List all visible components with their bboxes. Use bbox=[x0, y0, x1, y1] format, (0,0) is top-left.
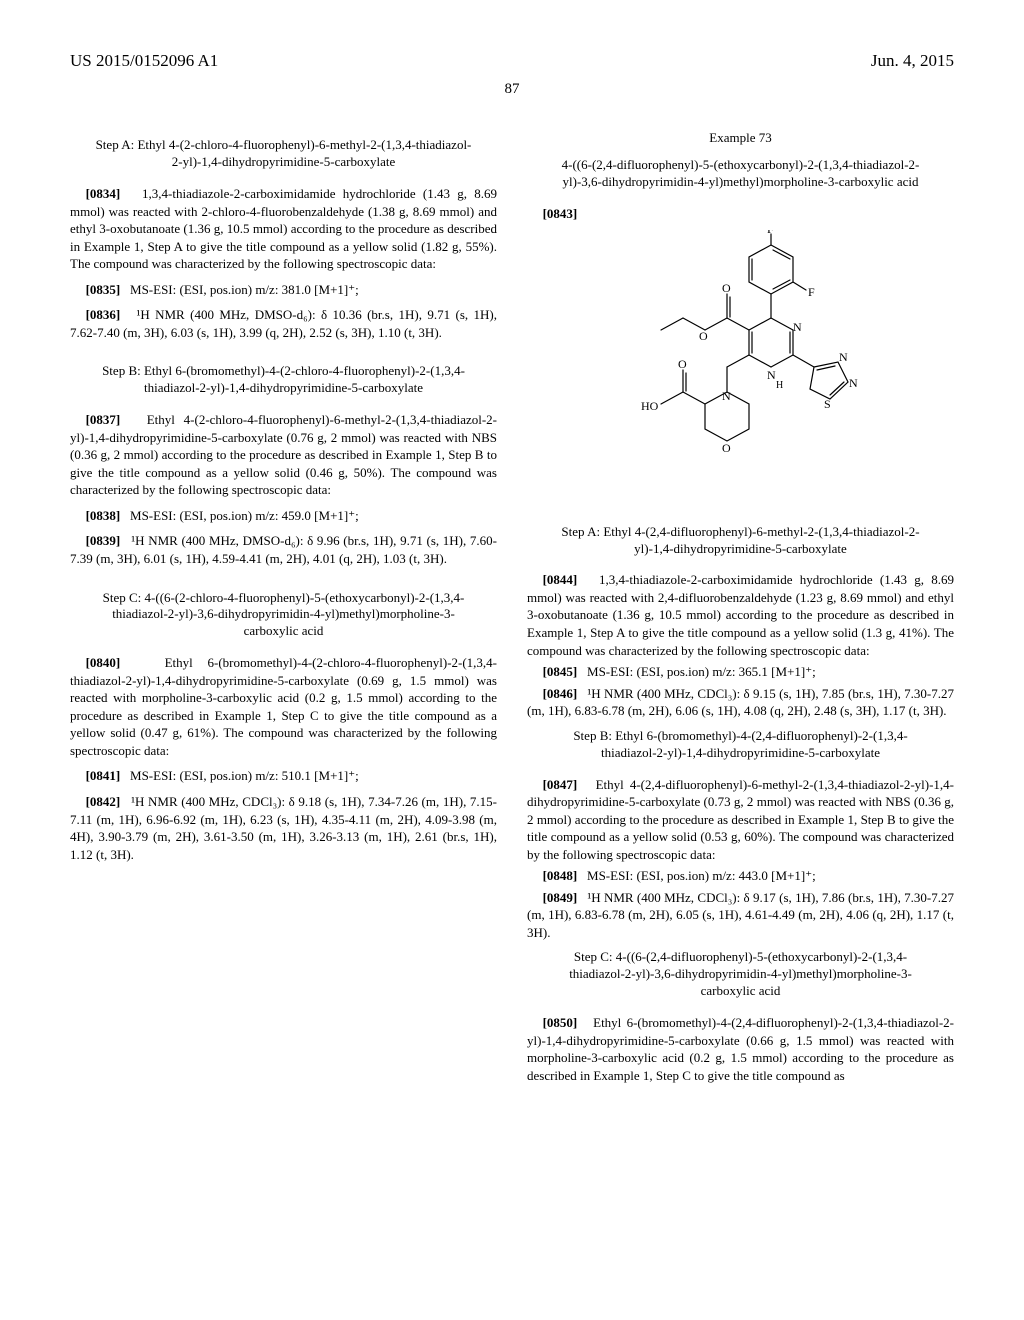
columns: Step A: Ethyl 4-(2-chloro-4-fluorophenyl… bbox=[70, 123, 954, 1092]
page-number: 87 bbox=[70, 79, 954, 99]
page: US 2015/0152096 A1 Jun. 4, 2015 87 Step … bbox=[0, 0, 1024, 1320]
text-0842: ¹H NMR (400 MHz, CDCl₃): δ 9.18 (s, 1H),… bbox=[70, 794, 497, 862]
atom-O-ester-dbl: O bbox=[722, 281, 731, 295]
para-0841: [0841] MS-ESI: (ESI, pos.ion) m/z: 510.1… bbox=[70, 767, 497, 785]
atom-O-acid-dbl: O bbox=[678, 357, 687, 371]
text-0839: ¹H NMR (400 MHz, DMSO-d₆): δ 9.96 (br.s,… bbox=[70, 533, 497, 566]
atom-F1: F bbox=[767, 230, 774, 236]
example-73-label: Example 73 bbox=[527, 129, 954, 147]
para-0848: [0848] MS-ESI: (ESI, pos.ion) m/z: 443.0… bbox=[527, 867, 954, 885]
pnum-0850: [0850] bbox=[543, 1015, 578, 1030]
para-0837: [0837] Ethyl 4-(2-chloro-4-fluorophenyl)… bbox=[70, 411, 497, 499]
para-0844: [0844] 1,3,4-thiadiazole-2-carboximidami… bbox=[527, 571, 954, 659]
step-b-right-title: Step B: Ethyl 6-(bromomethyl)-4-(2,4-dif… bbox=[551, 728, 930, 762]
text-0845: MS-ESI: (ESI, pos.ion) m/z: 365.1 [M+1]⁺… bbox=[587, 664, 816, 679]
para-0843: [0843] bbox=[527, 205, 954, 223]
pnum-0843: [0843] bbox=[543, 206, 578, 221]
step-a-right-title: Step A: Ethyl 4-(2,4-difluorophenyl)-6-m… bbox=[551, 524, 930, 558]
para-0834: [0834] 1,3,4-thiadiazole-2-carboximidami… bbox=[70, 185, 497, 273]
para-0845: [0845] MS-ESI: (ESI, pos.ion) m/z: 365.1… bbox=[527, 663, 954, 681]
atom-N-pyrimidine-2: N bbox=[767, 368, 776, 382]
para-0839: [0839] ¹H NMR (400 MHz, DMSO-d₆): δ 9.96… bbox=[70, 532, 497, 567]
para-0836: [0836] ¹H NMR (400 MHz, DMSO-d₆): δ 10.3… bbox=[70, 306, 497, 341]
pnum-0836: [0836] bbox=[86, 307, 121, 322]
text-0849: ¹H NMR (400 MHz, CDCl₃): δ 9.17 (s, 1H),… bbox=[527, 890, 954, 940]
example-73-title: 4-((6-(2,4-difluorophenyl)-5-(ethoxycarb… bbox=[551, 157, 930, 191]
text-0841: MS-ESI: (ESI, pos.ion) m/z: 510.1 [M+1]⁺… bbox=[130, 768, 359, 783]
atom-N-morpholine: N bbox=[722, 389, 731, 403]
pnum-0849: [0849] bbox=[543, 890, 578, 905]
text-0836: ¹H NMR (400 MHz, DMSO-d₆): δ 10.36 (br.s… bbox=[70, 307, 497, 340]
atom-S: S bbox=[824, 397, 831, 411]
step-c-left-title: Step C: 4-((6-(2-chloro-4-fluorophenyl)-… bbox=[94, 590, 473, 641]
pnum-0835: [0835] bbox=[86, 282, 121, 297]
pnum-0837: [0837] bbox=[86, 412, 121, 427]
text-0835: MS-ESI: (ESI, pos.ion) m/z: 381.0 [M+1]⁺… bbox=[130, 282, 359, 297]
text-0840: Ethyl 6-(bromomethyl)-4-(2-chloro-4-fluo… bbox=[70, 655, 497, 758]
para-0835: [0835] MS-ESI: (ESI, pos.ion) m/z: 381.0… bbox=[70, 281, 497, 299]
para-0849: [0849] ¹H NMR (400 MHz, CDCl₃): δ 9.17 (… bbox=[527, 889, 954, 942]
doc-date: Jun. 4, 2015 bbox=[871, 50, 954, 73]
para-0846: [0846] ¹H NMR (400 MHz, CDCl₃): δ 9.15 (… bbox=[527, 685, 954, 720]
doc-number: US 2015/0152096 A1 bbox=[70, 50, 218, 73]
atom-HO: HO bbox=[641, 399, 659, 413]
para-0842: [0842] ¹H NMR (400 MHz, CDCl₃): δ 9.18 (… bbox=[70, 793, 497, 863]
atom-H: H bbox=[776, 380, 783, 391]
text-0848: MS-ESI: (ESI, pos.ion) m/z: 443.0 [M+1]⁺… bbox=[587, 868, 816, 883]
para-0840: [0840] Ethyl 6-(bromomethyl)-4-(2-chloro… bbox=[70, 654, 497, 759]
text-0844: 1,3,4-thiadiazole-2-carboximidamide hydr… bbox=[527, 572, 954, 657]
para-0838: [0838] MS-ESI: (ESI, pos.ion) m/z: 459.0… bbox=[70, 507, 497, 525]
text-0846: ¹H NMR (400 MHz, CDCl₃): δ 9.15 (s, 1H),… bbox=[527, 686, 954, 719]
para-0850: [0850] Ethyl 6-(bromomethyl)-4-(2,4-difl… bbox=[527, 1014, 954, 1084]
left-column: Step A: Ethyl 4-(2-chloro-4-fluorophenyl… bbox=[70, 123, 497, 1092]
text-0837: Ethyl 4-(2-chloro-4-fluorophenyl)-6-meth… bbox=[70, 412, 497, 497]
atom-O-morpholine: O bbox=[722, 441, 731, 455]
text-0847: Ethyl 4-(2,4-difluorophenyl)-6-methyl-2-… bbox=[527, 777, 954, 862]
atom-O-ester: O bbox=[699, 329, 708, 343]
text-0850: Ethyl 6-(bromomethyl)-4-(2,4-difluorophe… bbox=[527, 1015, 954, 1083]
pnum-0839: [0839] bbox=[86, 533, 121, 548]
atom-N-pyrimidine-1: N bbox=[793, 320, 802, 334]
pnum-0840: [0840] bbox=[86, 655, 121, 670]
pnum-0841: [0841] bbox=[86, 768, 121, 783]
pnum-0838: [0838] bbox=[86, 508, 121, 523]
atom-N-thiadiazole-1: N bbox=[839, 350, 848, 364]
pnum-0846: [0846] bbox=[543, 686, 578, 701]
pnum-0848: [0848] bbox=[543, 868, 578, 883]
text-0834: 1,3,4-thiadiazole-2-carboximidamide hydr… bbox=[70, 186, 497, 271]
header: US 2015/0152096 A1 Jun. 4, 2015 bbox=[70, 50, 954, 73]
right-column: Example 73 4-((6-(2,4-difluorophenyl)-5-… bbox=[527, 123, 954, 1092]
text-0838: MS-ESI: (ESI, pos.ion) m/z: 459.0 [M+1]⁺… bbox=[130, 508, 359, 523]
atom-N-thiadiazole-2: N bbox=[849, 376, 858, 390]
pnum-0844: [0844] bbox=[543, 572, 578, 587]
atom-F2: F bbox=[808, 285, 815, 299]
pnum-0845: [0845] bbox=[543, 664, 578, 679]
para-0847: [0847] Ethyl 4-(2,4-difluorophenyl)-6-me… bbox=[527, 776, 954, 864]
step-b-left-title: Step B: Ethyl 6-(bromomethyl)-4-(2-chlor… bbox=[94, 363, 473, 397]
pnum-0847: [0847] bbox=[543, 777, 578, 792]
chemical-structure-figure: F F O O N N H N N S N O O HO bbox=[527, 230, 954, 510]
step-c-right-title: Step C: 4-((6-(2,4-difluorophenyl)-5-(et… bbox=[551, 949, 930, 1000]
step-a-left-title: Step A: Ethyl 4-(2-chloro-4-fluorophenyl… bbox=[94, 137, 473, 171]
pnum-0842: [0842] bbox=[86, 794, 121, 809]
pnum-0834: [0834] bbox=[86, 186, 121, 201]
